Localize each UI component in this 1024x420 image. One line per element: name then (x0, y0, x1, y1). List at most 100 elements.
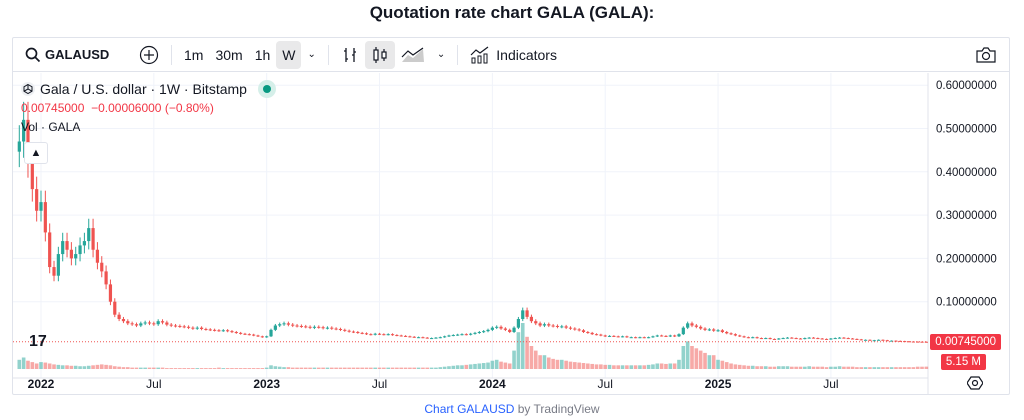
divider (457, 44, 459, 65)
area-style-button[interactable] (395, 41, 431, 69)
candle-body (581, 330, 586, 333)
candle-body (338, 328, 343, 330)
candles-style-button[interactable] (364, 40, 395, 69)
indicators-button[interactable]: Indicators (464, 41, 563, 69)
volume-bar (512, 350, 516, 369)
candle-body (651, 336, 655, 338)
volume-bar (746, 365, 751, 369)
candle-body (126, 321, 130, 324)
volume-bar (603, 364, 607, 369)
volume-bar (243, 368, 247, 369)
candle-body (768, 338, 772, 340)
candle-body (820, 338, 824, 340)
volume-bar (408, 367, 412, 369)
volume-bar (477, 363, 482, 369)
volume-bar (212, 368, 217, 369)
candle-body (638, 337, 642, 339)
volume-bar (143, 367, 147, 369)
volume-bar (156, 367, 160, 369)
volume-bar (733, 364, 738, 369)
tradingview-logo-icon[interactable]: 17 (29, 333, 47, 350)
interval-30m[interactable]: 30m (215, 46, 243, 63)
volume-bar (69, 365, 74, 369)
volume-bar (104, 364, 108, 369)
volume-bar (47, 363, 52, 369)
screenshot-button[interactable] (969, 41, 1003, 69)
candle-body (525, 310, 529, 317)
candles-icon (373, 46, 387, 63)
volume-bar (837, 366, 842, 369)
volume-bar (568, 361, 573, 369)
candle-body (512, 327, 516, 333)
candle-body (521, 310, 525, 320)
candle-body (434, 337, 438, 339)
candle-body (924, 341, 928, 343)
volume-bar (399, 367, 404, 369)
candle-body (451, 335, 455, 337)
candle-body (308, 326, 312, 328)
price-chart[interactable]: 0.60000000 0.50000000 0.40000000 0.30000000… (13, 73, 1009, 394)
candle-body (43, 202, 47, 233)
candle-body (243, 333, 247, 335)
volume-bar (507, 363, 512, 369)
page-title: Quotation rate chart GALA (GALA): (369, 3, 655, 22)
candle-body (39, 202, 43, 211)
candle-body (347, 330, 351, 332)
settings-button[interactable] (966, 375, 984, 396)
candle-body (139, 323, 143, 326)
candle-body (273, 325, 277, 330)
candle-body (633, 337, 638, 339)
volume-bar (902, 367, 907, 369)
volume-bar (139, 367, 143, 369)
candle-body (191, 327, 195, 329)
symbol-search[interactable]: GALAUSD (19, 41, 133, 69)
candle-body (165, 322, 169, 325)
interval-w[interactable]: W (276, 40, 302, 69)
volume-bar (885, 367, 890, 369)
candle-body (707, 329, 711, 331)
volume-bar (659, 363, 664, 369)
candle-body (647, 337, 651, 339)
volume-bar (620, 365, 625, 369)
volume-bar (716, 359, 720, 369)
volume-bar (52, 364, 56, 369)
volume-bar (30, 362, 35, 369)
candle-body (351, 331, 356, 333)
bar-style-button[interactable] (335, 41, 365, 69)
volume-bar (329, 367, 334, 369)
volume-bar (668, 363, 673, 369)
candle-body (568, 327, 573, 329)
candle-body (529, 316, 534, 322)
chart-style-dropdown[interactable]: ⌄ (431, 41, 451, 69)
candle-body (234, 332, 238, 334)
last-volume-label: 5.15 M (940, 354, 986, 370)
compare-add-button[interactable] (133, 41, 165, 69)
candle-body (655, 335, 659, 337)
volume-bar (538, 355, 542, 369)
volume-bar (898, 367, 903, 369)
volume-bar (763, 366, 768, 369)
candle-body (612, 335, 616, 337)
chart-link[interactable]: Chart GALAUSD (424, 402, 515, 416)
candle-body (221, 330, 225, 332)
candle-body (52, 267, 56, 276)
y-tick-label: 0.50000000 (936, 124, 997, 136)
candle-body (460, 334, 464, 336)
interval-dropdown[interactable]: ⌄ (301, 41, 321, 69)
interval-1h[interactable]: 1h (254, 46, 271, 63)
candle-body (334, 328, 338, 330)
volume-bar (468, 364, 473, 369)
volume-bar (790, 366, 794, 369)
collapse-legend-button[interactable]: ▲ (24, 142, 48, 164)
candle-body (373, 333, 377, 335)
candle-body (430, 338, 434, 340)
x-tick-label: Jul (146, 377, 161, 391)
candle-body (208, 329, 212, 331)
interval-1m[interactable]: 1m (184, 46, 204, 63)
candle-body (473, 332, 477, 334)
volume-bar (573, 362, 577, 369)
volume-bar (833, 366, 838, 369)
candle-body (356, 332, 360, 334)
volume-bar (811, 366, 816, 369)
volume-bar (429, 367, 434, 369)
